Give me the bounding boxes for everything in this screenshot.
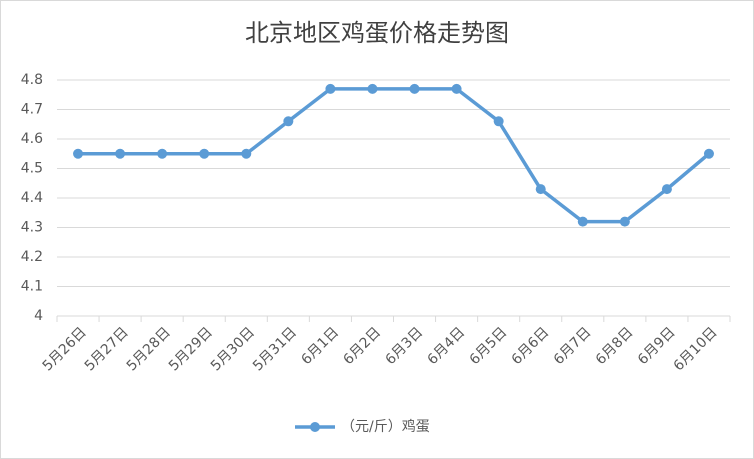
y-tick-label: 4.5 [21,161,43,177]
y-tick-label: 4.4 [21,190,43,206]
line [78,87,711,224]
y-tick-label: 4.2 [21,249,43,265]
point [619,216,630,227]
point [451,83,462,94]
y-tick-label: 4 [34,308,43,324]
legend-label: （元/斤）鸡蛋 [341,418,430,435]
point [367,83,378,94]
chart-title: 北京地区鸡蛋价格走势图 [245,19,509,47]
point [157,148,168,159]
point [283,116,294,127]
y-tick-label: 4.7 [21,102,43,118]
y-tick-label: 4.8 [21,72,43,88]
point [241,148,252,159]
point [703,148,714,159]
point [199,148,210,159]
y-tick-label: 4.6 [21,131,43,147]
point [493,116,504,127]
point [409,83,420,94]
point [661,184,672,195]
legend-marker [310,422,320,432]
point [115,148,126,159]
point [535,184,546,195]
y-tick-label: 4.1 [21,279,43,295]
point [73,148,84,159]
point [325,83,336,94]
point [577,216,588,227]
y-tick-label: 4.3 [21,220,43,236]
